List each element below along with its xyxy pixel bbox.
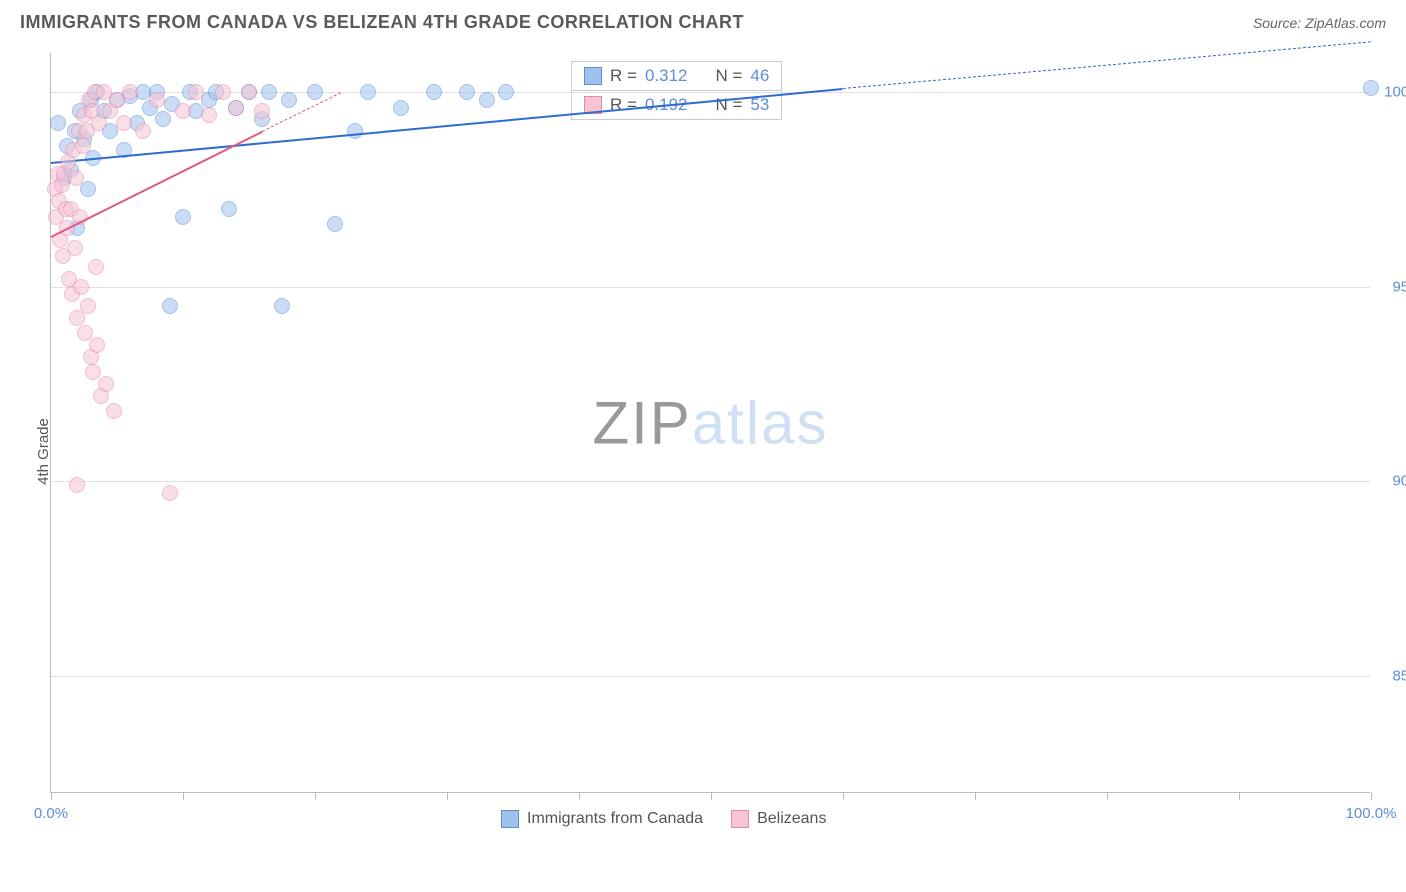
legend-n-label: N = [715, 66, 742, 86]
data-point [498, 84, 514, 100]
ytick-label: 85.0% [1392, 668, 1406, 685]
data-point [85, 364, 101, 380]
watermark-zip: ZIP [592, 389, 691, 456]
chart-title: IMMIGRANTS FROM CANADA VS BELIZEAN 4TH G… [20, 12, 744, 33]
data-point [479, 92, 495, 108]
data-point [67, 240, 83, 256]
data-point [261, 84, 277, 100]
legend-r-value: 0.312 [645, 66, 688, 86]
data-point [175, 103, 191, 119]
data-point [175, 209, 191, 225]
data-point [327, 216, 343, 232]
data-point [91, 115, 107, 131]
xtick [843, 792, 844, 800]
xtick [1107, 792, 1108, 800]
data-point [75, 138, 91, 154]
data-point [116, 115, 132, 131]
data-point [162, 298, 178, 314]
xtick [711, 792, 712, 800]
gridline [51, 287, 1370, 288]
data-point [80, 298, 96, 314]
data-point [88, 259, 104, 275]
data-point [162, 485, 178, 501]
data-point [1363, 80, 1379, 96]
legend-swatch [584, 67, 602, 85]
data-point [360, 84, 376, 100]
data-point [98, 376, 114, 392]
legend-stats-row: R = 0.312 N = 46 [572, 62, 781, 91]
legend-r-label: R = [610, 66, 637, 86]
legend-series-item: Immigrants from Canada [501, 810, 703, 828]
data-point [307, 84, 323, 100]
data-point [274, 298, 290, 314]
data-point [459, 84, 475, 100]
xtick-label: 0.0% [34, 805, 68, 822]
data-point [155, 111, 171, 127]
watermark-atlas: atlas [692, 389, 829, 456]
chart-source: Source: ZipAtlas.com [1253, 15, 1386, 31]
data-point [393, 100, 409, 116]
data-point [149, 92, 165, 108]
chart-area: 4th Grade ZIPatlas R = 0.312N = 46R = 0.… [0, 43, 1406, 863]
xtick [579, 792, 580, 800]
data-point [89, 337, 105, 353]
data-point [426, 84, 442, 100]
xtick [1239, 792, 1240, 800]
ytick-label: 100.0% [1384, 83, 1406, 100]
data-point [135, 123, 151, 139]
data-point [69, 477, 85, 493]
data-point [68, 170, 84, 186]
source-prefix: Source: [1253, 15, 1305, 31]
gridline [51, 481, 1370, 482]
data-point [221, 201, 237, 217]
data-point [215, 84, 231, 100]
xtick [51, 792, 52, 800]
source-name: ZipAtlas.com [1305, 15, 1386, 31]
data-point [254, 103, 270, 119]
xtick [315, 792, 316, 800]
legend-n-value: 46 [750, 66, 769, 86]
xtick [1371, 792, 1372, 800]
xtick [447, 792, 448, 800]
xtick-label: 100.0% [1346, 805, 1397, 822]
plot-region: ZIPatlas R = 0.312N = 46R = 0.192N = 53 … [50, 53, 1370, 793]
legend-series-label: Immigrants from Canada [527, 810, 703, 828]
xtick [183, 792, 184, 800]
data-point [73, 279, 89, 295]
data-point [122, 84, 138, 100]
legend-swatch [501, 810, 519, 828]
trendline-dash [843, 41, 1371, 89]
watermark: ZIPatlas [592, 388, 828, 457]
data-point [188, 84, 204, 100]
data-point [106, 403, 122, 419]
xtick [975, 792, 976, 800]
ytick-label: 90.0% [1392, 473, 1406, 490]
data-point [50, 115, 66, 131]
ytick-label: 95.0% [1392, 278, 1406, 295]
legend-swatch [731, 810, 749, 828]
legend-series-label: Belizeans [757, 810, 826, 828]
data-point [80, 181, 96, 197]
gridline [51, 676, 1370, 677]
data-point [201, 107, 217, 123]
data-point [281, 92, 297, 108]
data-point [347, 123, 363, 139]
data-point [241, 84, 257, 100]
legend-series-item: Belizeans [731, 810, 826, 828]
chart-header: IMMIGRANTS FROM CANADA VS BELIZEAN 4TH G… [0, 0, 1406, 43]
legend-r-label: R = [610, 95, 637, 115]
legend-series: Immigrants from Canada Belizeans [501, 810, 826, 828]
data-point [228, 100, 244, 116]
